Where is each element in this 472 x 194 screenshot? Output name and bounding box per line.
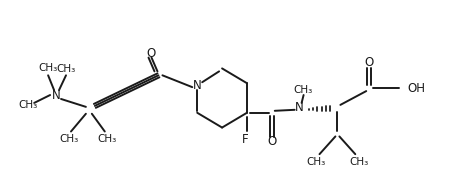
Text: N: N <box>193 79 202 92</box>
Text: CH₃: CH₃ <box>350 157 369 167</box>
Text: O: O <box>267 135 277 148</box>
Text: CH₃: CH₃ <box>56 64 76 74</box>
Text: CH₃: CH₃ <box>59 134 79 144</box>
Text: O: O <box>146 47 155 60</box>
Text: CH₃: CH₃ <box>293 85 312 95</box>
Text: CH₃: CH₃ <box>18 100 38 110</box>
Text: O: O <box>364 56 374 69</box>
Text: CH₃: CH₃ <box>39 63 58 73</box>
Text: N: N <box>52 88 60 101</box>
Text: CH₃: CH₃ <box>97 134 117 144</box>
Text: OH: OH <box>407 82 425 95</box>
Text: F: F <box>242 133 248 146</box>
Text: N: N <box>295 101 304 114</box>
Text: CH₃: CH₃ <box>306 157 325 167</box>
